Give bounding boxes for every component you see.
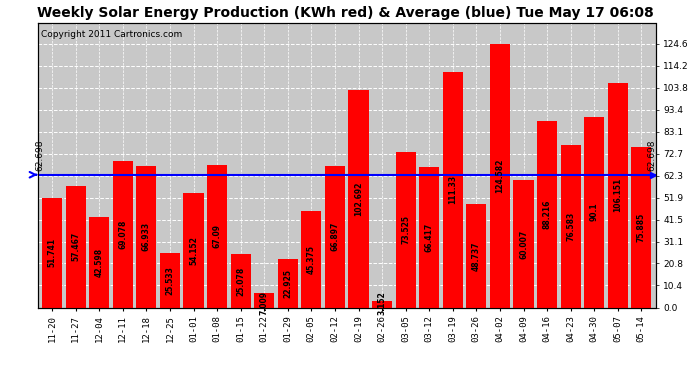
Text: 67.09: 67.09 <box>213 225 221 249</box>
Text: 54.152: 54.152 <box>189 236 198 265</box>
Bar <box>302 211 322 308</box>
Bar <box>207 165 227 308</box>
Text: 60.007: 60.007 <box>519 230 528 259</box>
Bar <box>443 72 463 308</box>
Text: Weekly Solar Energy Production (KWh red) & Average (blue) Tue May 17 06:08: Weekly Solar Energy Production (KWh red)… <box>37 6 653 20</box>
Bar <box>112 161 132 308</box>
Bar <box>561 146 581 308</box>
Text: 3.152: 3.152 <box>377 291 386 315</box>
Text: 106.151: 106.151 <box>613 178 622 212</box>
Bar <box>372 301 392 307</box>
Bar <box>513 180 533 308</box>
Bar <box>66 186 86 308</box>
Text: 62.698: 62.698 <box>647 139 656 171</box>
Bar <box>348 90 368 308</box>
Bar <box>466 204 486 308</box>
Bar <box>254 292 274 308</box>
Text: 88.216: 88.216 <box>542 200 551 229</box>
Text: 73.525: 73.525 <box>401 215 410 244</box>
Text: 66.897: 66.897 <box>331 222 339 251</box>
Text: 48.737: 48.737 <box>472 241 481 271</box>
Bar <box>137 166 157 308</box>
Text: 7.009: 7.009 <box>259 291 268 315</box>
Text: 42.598: 42.598 <box>95 248 103 277</box>
Text: 111.33: 111.33 <box>448 175 457 204</box>
Bar <box>584 117 604 308</box>
Bar <box>278 259 298 308</box>
Text: 124.582: 124.582 <box>495 158 504 193</box>
Bar <box>490 44 510 308</box>
Text: 57.467: 57.467 <box>71 232 80 261</box>
Bar <box>42 198 62 308</box>
Text: 45.375: 45.375 <box>307 245 316 274</box>
Bar <box>537 121 557 308</box>
Bar <box>608 83 628 308</box>
Text: 62.698: 62.698 <box>36 139 45 171</box>
Text: 102.692: 102.692 <box>354 182 363 216</box>
Bar <box>631 147 651 308</box>
Text: 22.925: 22.925 <box>284 269 293 298</box>
Text: 25.533: 25.533 <box>166 266 175 295</box>
Bar <box>160 254 180 308</box>
Text: 76.583: 76.583 <box>566 212 575 241</box>
Bar <box>89 217 109 308</box>
Text: 66.933: 66.933 <box>142 222 151 251</box>
Text: 66.417: 66.417 <box>425 222 434 252</box>
Text: 75.885: 75.885 <box>637 213 646 242</box>
Text: 69.078: 69.078 <box>118 220 127 249</box>
Text: 90.1: 90.1 <box>590 203 599 221</box>
Bar <box>230 254 250 308</box>
Bar <box>184 193 204 308</box>
Bar <box>420 167 440 308</box>
Text: 51.741: 51.741 <box>48 238 57 267</box>
Text: 25.078: 25.078 <box>236 266 245 296</box>
Bar <box>325 166 345 308</box>
Bar <box>395 152 415 308</box>
Text: Copyright 2011 Cartronics.com: Copyright 2011 Cartronics.com <box>41 30 182 39</box>
